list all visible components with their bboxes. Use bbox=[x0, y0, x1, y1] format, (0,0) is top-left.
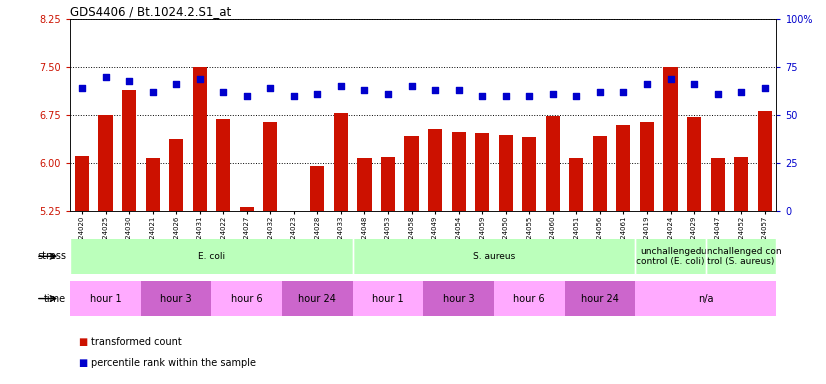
Point bbox=[499, 93, 512, 99]
Point bbox=[546, 91, 559, 97]
Text: time: time bbox=[44, 293, 66, 304]
Bar bbox=[70, 281, 140, 316]
Bar bbox=[98, 114, 112, 211]
Point bbox=[640, 81, 653, 88]
Bar bbox=[353, 281, 423, 316]
Bar bbox=[593, 136, 607, 211]
Bar bbox=[381, 157, 395, 211]
Text: percentile rank within the sample: percentile rank within the sample bbox=[91, 358, 256, 368]
Point bbox=[664, 76, 677, 82]
Bar bbox=[353, 239, 635, 274]
Point bbox=[169, 81, 183, 88]
Bar bbox=[311, 166, 325, 211]
Bar bbox=[423, 281, 494, 316]
Bar bbox=[428, 129, 442, 211]
Text: hour 3: hour 3 bbox=[443, 293, 474, 304]
Point bbox=[146, 89, 159, 95]
Bar bbox=[635, 281, 776, 316]
Point bbox=[193, 76, 206, 82]
Bar bbox=[734, 157, 748, 211]
Bar bbox=[240, 207, 254, 211]
Bar bbox=[405, 136, 419, 211]
Point bbox=[287, 93, 301, 99]
Text: ■: ■ bbox=[78, 337, 88, 347]
Point bbox=[311, 91, 324, 97]
Bar bbox=[216, 119, 230, 211]
Point bbox=[99, 74, 112, 80]
Text: n/a: n/a bbox=[698, 293, 714, 304]
Bar bbox=[640, 122, 654, 211]
Point bbox=[452, 87, 465, 93]
Text: transformed count: transformed count bbox=[91, 337, 182, 347]
Text: hour 1: hour 1 bbox=[373, 293, 404, 304]
Text: S. aureus: S. aureus bbox=[472, 252, 515, 261]
Bar bbox=[635, 239, 705, 274]
Bar bbox=[569, 158, 583, 211]
Bar bbox=[122, 89, 136, 211]
Bar bbox=[334, 113, 348, 211]
Text: stress: stress bbox=[37, 251, 66, 262]
Point bbox=[122, 78, 135, 84]
Bar bbox=[358, 158, 372, 211]
Bar bbox=[475, 133, 489, 211]
Bar bbox=[705, 239, 776, 274]
Point bbox=[523, 93, 536, 99]
Bar bbox=[616, 125, 630, 211]
Bar bbox=[282, 281, 353, 316]
Bar bbox=[546, 116, 560, 211]
Bar bbox=[522, 137, 536, 211]
Text: hour 6: hour 6 bbox=[514, 293, 545, 304]
Point bbox=[382, 91, 395, 97]
Bar bbox=[169, 139, 183, 211]
Bar bbox=[192, 67, 206, 211]
Text: hour 3: hour 3 bbox=[160, 293, 192, 304]
Bar bbox=[140, 281, 211, 316]
Bar bbox=[663, 67, 677, 211]
Text: hour 24: hour 24 bbox=[581, 293, 619, 304]
Bar bbox=[452, 132, 466, 211]
Point bbox=[593, 89, 606, 95]
Bar bbox=[145, 158, 159, 211]
Point bbox=[240, 93, 254, 99]
Bar bbox=[287, 211, 301, 212]
Point bbox=[263, 85, 277, 91]
Text: hour 24: hour 24 bbox=[298, 293, 336, 304]
Point bbox=[758, 85, 771, 91]
Text: hour 1: hour 1 bbox=[90, 293, 121, 304]
Point bbox=[429, 87, 442, 93]
Bar bbox=[263, 122, 278, 211]
Point bbox=[335, 83, 348, 89]
Point bbox=[476, 93, 489, 99]
Point bbox=[216, 89, 230, 95]
Bar bbox=[494, 281, 564, 316]
Bar bbox=[687, 117, 701, 211]
Point bbox=[617, 89, 630, 95]
Text: unchallenged con
trol (S. aureus): unchallenged con trol (S. aureus) bbox=[700, 247, 781, 266]
Bar bbox=[211, 281, 282, 316]
Bar bbox=[70, 239, 353, 274]
Bar bbox=[564, 281, 635, 316]
Point bbox=[358, 87, 371, 93]
Text: GDS4406 / Bt.1024.2.S1_at: GDS4406 / Bt.1024.2.S1_at bbox=[70, 5, 231, 18]
Text: unchallenged
control (E. coli): unchallenged control (E. coli) bbox=[636, 247, 705, 266]
Bar bbox=[499, 135, 513, 211]
Text: hour 6: hour 6 bbox=[231, 293, 263, 304]
Point bbox=[405, 83, 418, 89]
Point bbox=[711, 91, 724, 97]
Point bbox=[734, 89, 748, 95]
Bar bbox=[75, 156, 89, 211]
Text: ■: ■ bbox=[78, 358, 88, 368]
Bar bbox=[757, 111, 771, 211]
Bar bbox=[710, 158, 724, 211]
Text: E. coli: E. coli bbox=[198, 252, 225, 261]
Point bbox=[687, 81, 700, 88]
Point bbox=[75, 85, 88, 91]
Point bbox=[570, 93, 583, 99]
